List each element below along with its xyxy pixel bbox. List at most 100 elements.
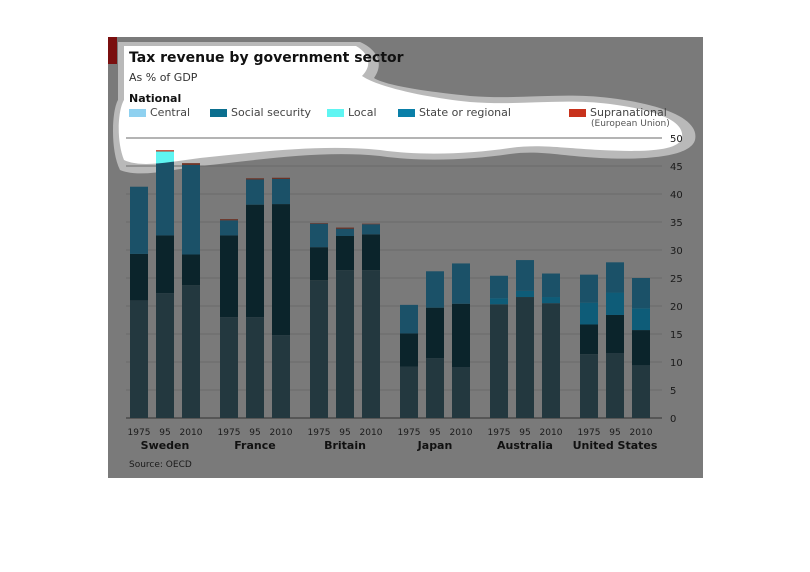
x-year-label: 1975 — [488, 428, 511, 438]
bar-segment — [490, 304, 508, 418]
legend-item-central: Central — [129, 106, 190, 119]
x-year-label: 95 — [159, 428, 170, 438]
y-tick-label: 50 — [670, 134, 683, 145]
x-country-label: Britain — [324, 439, 366, 452]
bar-segment — [182, 163, 200, 165]
bar-segment — [220, 219, 238, 221]
y-tick-label: 25 — [670, 274, 683, 285]
legend-item-local: Local — [327, 106, 377, 119]
x-year-label: 1975 — [578, 428, 601, 438]
chart-subtitle: As % of GDP — [129, 71, 198, 84]
y-tick-label: 45 — [670, 162, 683, 173]
y-tick-label: 15 — [670, 330, 683, 341]
y-tick-label: 5 — [670, 386, 676, 397]
bar-segment — [272, 335, 290, 418]
bar-segment — [130, 253, 148, 301]
x-country-label: France — [234, 439, 275, 452]
legend-heading: National — [129, 92, 182, 105]
bar-segment — [426, 271, 444, 308]
bar-segment — [130, 186, 148, 254]
bar-segment — [632, 278, 650, 309]
y-tick-label: 30 — [670, 246, 683, 257]
x-year-label: 1975 — [398, 428, 421, 438]
bar-segment — [156, 151, 174, 236]
bar-segment — [156, 235, 174, 294]
bar-segment — [580, 324, 598, 355]
bar-segment — [580, 274, 598, 303]
x-year-label: 1975 — [128, 428, 151, 438]
bar-segment — [516, 297, 534, 418]
bar-segment — [336, 227, 354, 229]
legend-label-state-regional: State or regional — [419, 106, 511, 119]
bar-segment — [400, 333, 418, 367]
bar-segment — [606, 292, 624, 315]
bar-segment — [580, 354, 598, 418]
bar-segment — [246, 317, 264, 418]
legend-swatch-local — [327, 109, 344, 117]
bar-segment — [606, 262, 624, 293]
x-year-label: 95 — [249, 428, 260, 438]
x-year-label: 2010 — [540, 428, 563, 438]
legend-item-state-regional: State or regional — [398, 106, 511, 119]
legend-swatch-central — [129, 109, 146, 117]
bar-segment — [272, 178, 290, 205]
bar-segment — [310, 247, 328, 281]
x-year-label: 2010 — [360, 428, 383, 438]
legend-item-social-security: Social security — [210, 106, 311, 119]
x-year-label: 2010 — [450, 428, 473, 438]
x-country-label: Japan — [417, 439, 453, 452]
bar-segment — [220, 220, 238, 236]
bar-segment — [336, 236, 354, 271]
bar-segment — [490, 275, 508, 299]
bar-segment — [516, 260, 534, 291]
bar-segment — [310, 223, 328, 224]
bar-segment — [310, 223, 328, 248]
x-year-label: 95 — [519, 428, 530, 438]
bar-segment — [246, 204, 264, 318]
bar-segment — [400, 366, 418, 418]
legend-label-social-security: Social security — [231, 106, 312, 119]
x-year-label: 2010 — [630, 428, 653, 438]
bar-segment — [606, 353, 624, 418]
x-year-label: 1975 — [308, 428, 331, 438]
bar-segment — [632, 308, 650, 331]
bar-segment — [272, 177, 290, 179]
bar-segment — [452, 367, 470, 418]
bar-segment — [490, 298, 508, 305]
y-tick-label: 10 — [670, 358, 683, 369]
bar-segment — [220, 317, 238, 418]
bar-segment — [606, 314, 624, 354]
legend-label-central: Central — [150, 106, 191, 119]
bar-segment — [516, 290, 534, 298]
bar-segment — [452, 303, 470, 368]
x-year-label: 95 — [429, 428, 440, 438]
bar-segment — [272, 204, 290, 336]
y-tick-label: 35 — [670, 218, 683, 229]
bar-segment — [362, 234, 380, 271]
bar-segment — [182, 164, 200, 255]
bar-segment — [426, 307, 444, 359]
x-country-label: United States — [573, 439, 658, 452]
x-country-label: Sweden — [141, 439, 190, 452]
x-year-label: 2010 — [180, 428, 203, 438]
bar-segment — [182, 285, 200, 418]
bar-segment — [246, 179, 264, 205]
bar-segment — [336, 228, 354, 236]
bar-segment — [542, 297, 560, 304]
legend-swatch-state-regional — [398, 109, 415, 117]
bar-segment — [542, 273, 560, 298]
bar-segment — [362, 270, 380, 418]
highlighted-bars — [156, 150, 200, 164]
bar-segment — [182, 254, 200, 286]
bar-segment — [246, 178, 264, 180]
bar-segment — [580, 302, 598, 325]
x-year-label: 2010 — [270, 428, 293, 438]
legend-label-local: Local — [348, 106, 377, 119]
bar-segment — [400, 304, 418, 334]
x-year-label: 95 — [609, 428, 620, 438]
bar-segment-highlight — [156, 151, 174, 164]
bar-segment — [362, 223, 380, 225]
legend-swatch-social-security — [210, 109, 227, 117]
bar-segment-highlight — [156, 150, 174, 152]
